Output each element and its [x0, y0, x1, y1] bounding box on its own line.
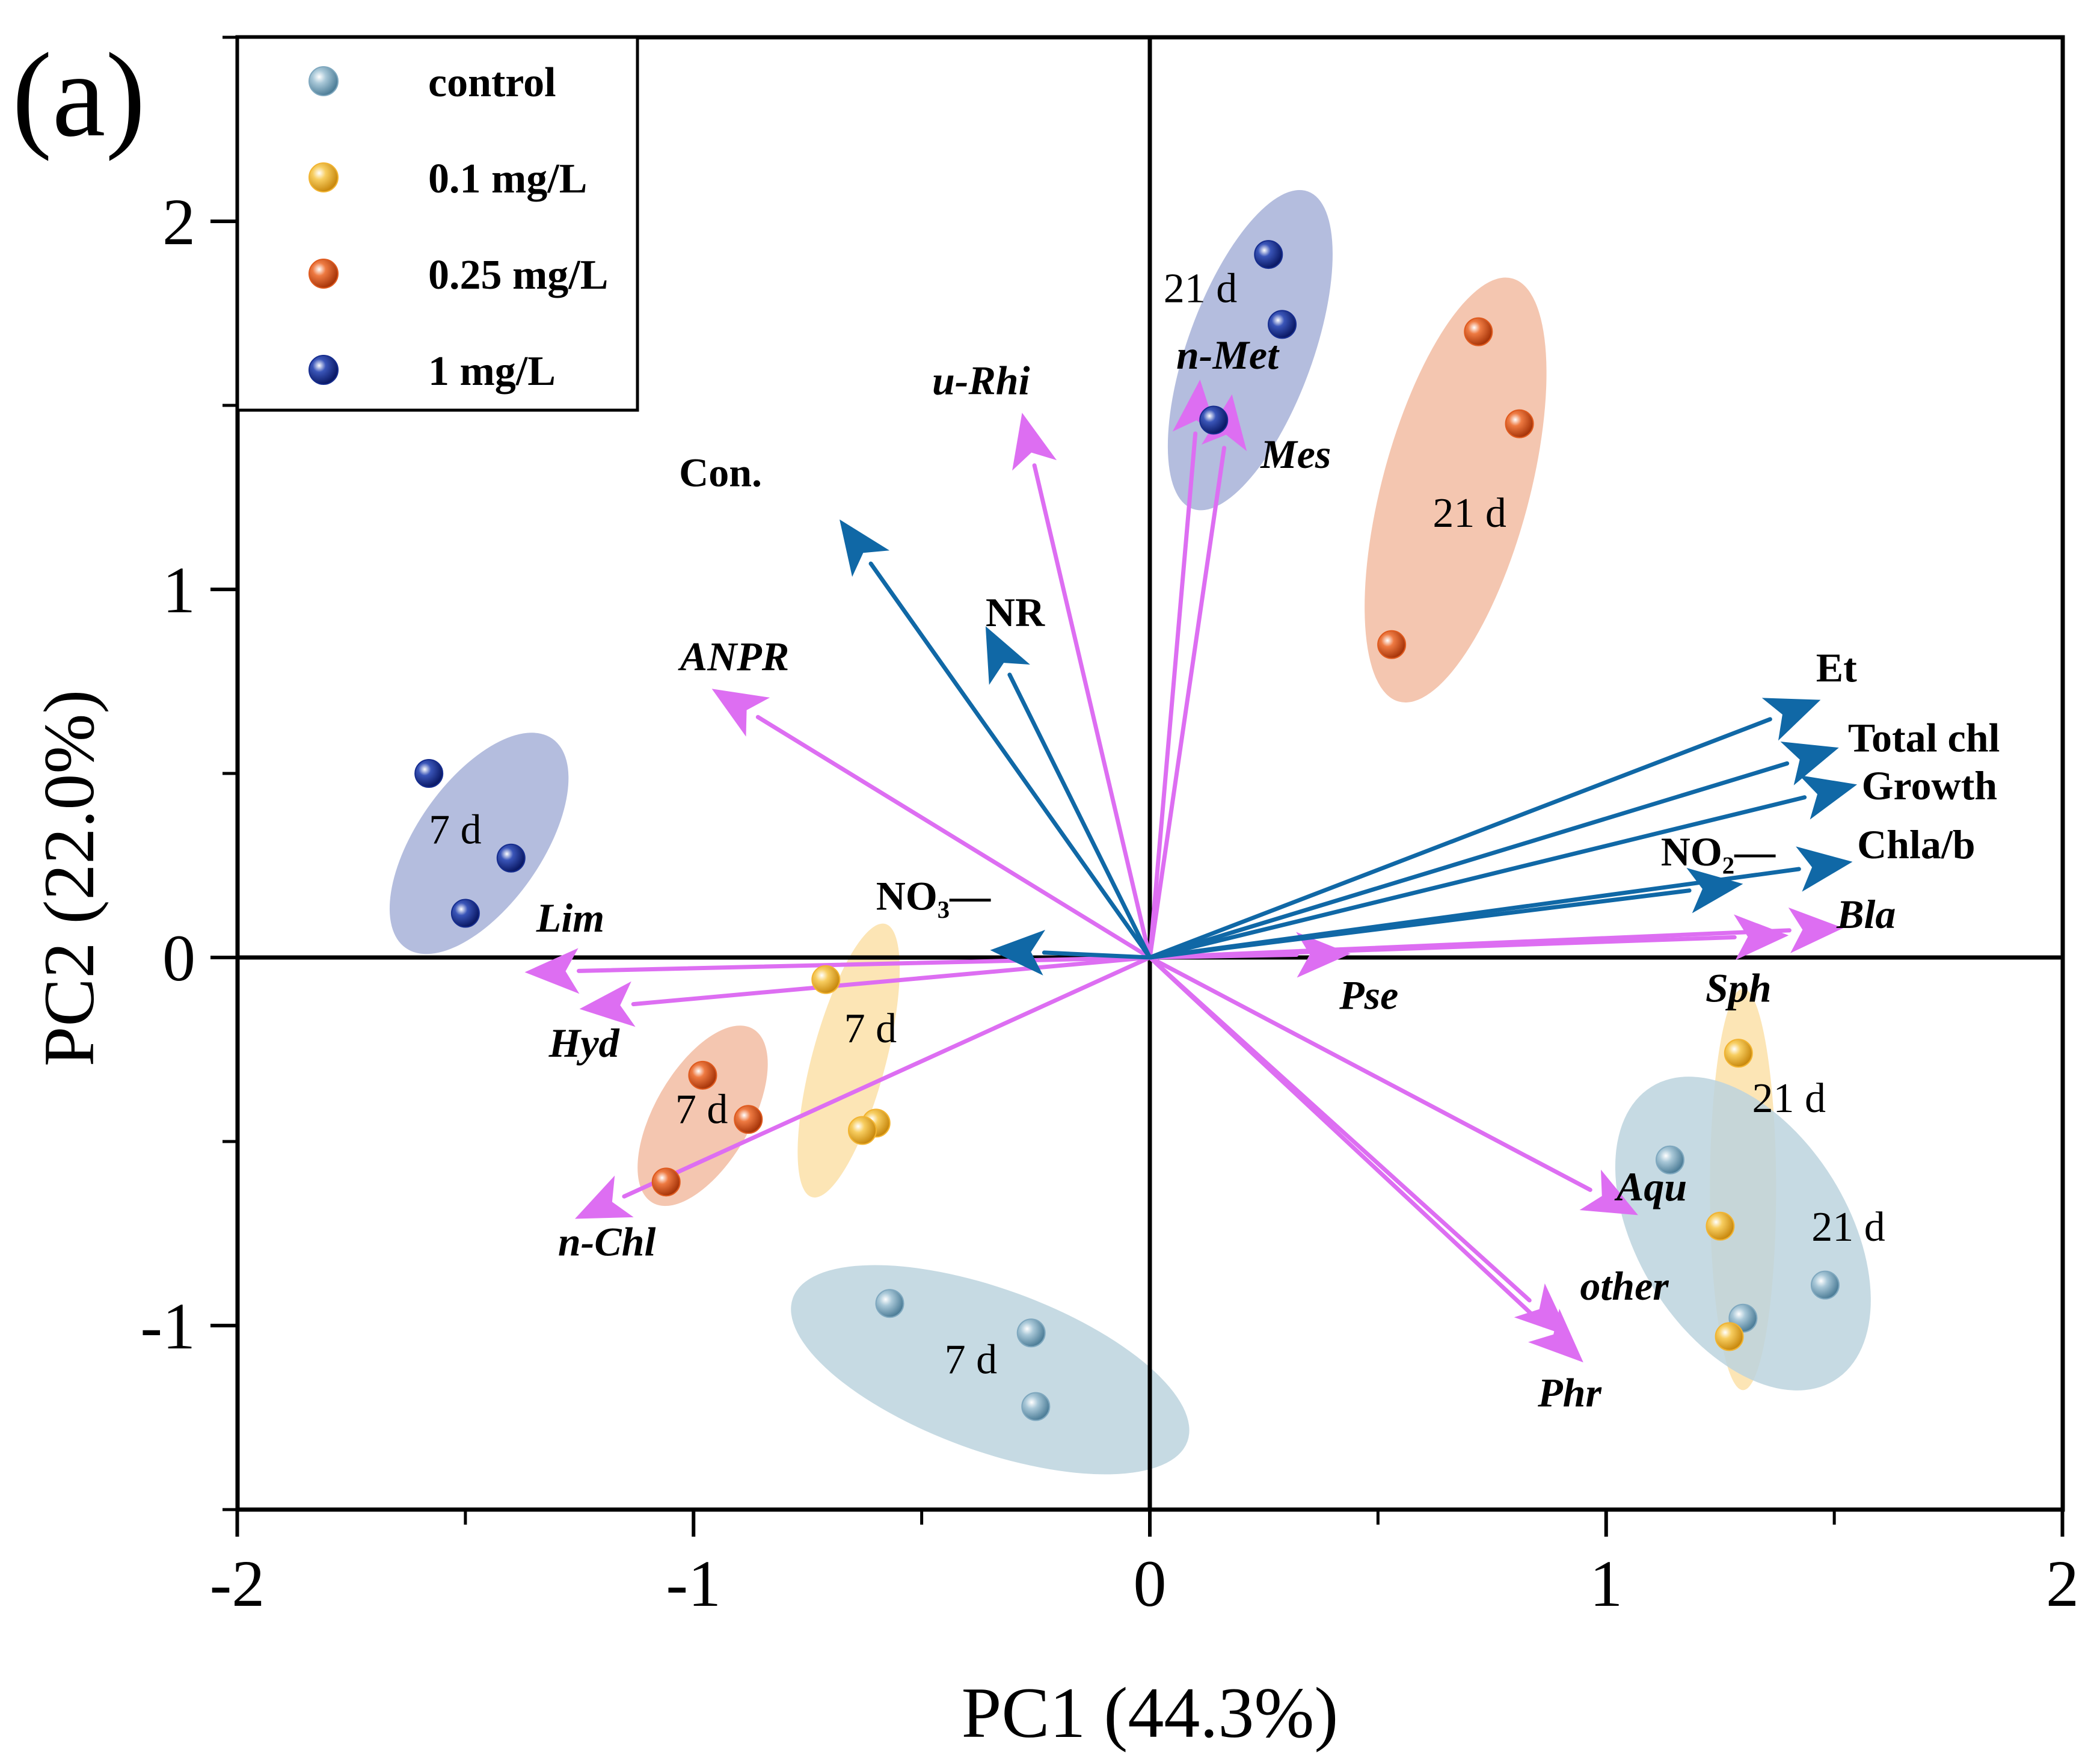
point-0-25-mg-l-6: [1377, 630, 1407, 659]
point-0-1-mg-l-1: [811, 965, 841, 994]
taxa-label-phr: Phr: [1537, 1370, 1601, 1416]
taxa-arrow-anpr: [711, 689, 1152, 960]
point-1-mg-l-6: [1199, 405, 1229, 435]
chart-labels: 7 d 7 d 7 d 7 d 21 d 21 d 21 d 21 d Con. NR Et Tota…: [429, 266, 2000, 1416]
env-label-chla-b: Chla/b: [1857, 822, 1976, 867]
taxa-arrow-u-rhi: [1012, 413, 1152, 960]
taxa-label-anpr: ANPR: [678, 634, 789, 680]
taxa-label-pse: Pse: [1339, 973, 1398, 1018]
y-tick-label-1: -1: [140, 1289, 195, 1363]
env-arrow-no: [990, 929, 1152, 976]
point-1-mg-l-3: [450, 899, 480, 928]
env-arrow-et: [1147, 698, 1821, 960]
legend-label-control: control: [428, 60, 556, 106]
env-arrow-no: [1147, 867, 1743, 960]
taxa-label-u-rhi: u-Rhi: [932, 358, 1030, 404]
legend-marker-control: [309, 66, 339, 96]
group-label-1-mg-l-21-d: 21 d: [1164, 266, 1238, 312]
point-control-1: [875, 1289, 904, 1318]
point-0-25-mg-l-5: [1505, 409, 1534, 438]
taxa-arrow-hyd: [579, 955, 1152, 1027]
taxa-arrow-aqu: [1147, 955, 1638, 1215]
loading-vectors: [524, 380, 1858, 1363]
taxa-arrow-phr: [1147, 955, 1583, 1363]
group-label-control-7-d: 7 d: [945, 1337, 998, 1383]
x-axis-title: PC1 (44.3%): [962, 1673, 1339, 1753]
taxa-label-lim: Lim: [536, 895, 604, 941]
group-label-0-25-mg-l-7-d: 7 d: [675, 1086, 728, 1132]
point-0-1-mg-l-3: [847, 1116, 877, 1145]
point-0-25-mg-l-3: [651, 1167, 681, 1197]
point-1-mg-l-4: [1254, 240, 1283, 269]
x-tick-label-1: -1: [666, 1547, 721, 1620]
legend-box: [236, 35, 639, 412]
x-tick-label-1: 1: [1589, 1547, 1623, 1620]
sample-points: [414, 240, 1840, 1421]
x-tick-label-2: -2: [210, 1547, 265, 1620]
axis-ticks: -2 -1 0 1 2 -1 0 1 2: [140, 35, 2079, 1620]
env-label-con: Con.: [679, 450, 762, 496]
env-arrow-growth: [1147, 775, 1858, 960]
panel-label: (a): [12, 29, 146, 162]
point-0-25-mg-l-4: [1464, 317, 1493, 346]
ellipse-1-mg-l-7-d: [389, 733, 569, 954]
group-label-control-21-d: 21 d: [1811, 1204, 1885, 1250]
taxa-label-aqu: Aqu: [1614, 1164, 1687, 1209]
taxa-arrow-sph: [1147, 914, 1789, 960]
y-tick-label-0: 0: [162, 921, 195, 995]
legend-label-0-1-mg-l: 0.1 mg/L: [428, 156, 587, 202]
env-arrow-con: [840, 519, 1152, 960]
group-label-1-mg-l-7-d: 7 d: [429, 807, 482, 853]
env-label-no: NO₂—: [1661, 829, 1776, 874]
legend: control 0.1 mg/L 0.25 mg/L 1 mg/L: [236, 35, 639, 412]
legend-marker-1-mg-l: [309, 355, 339, 385]
legend-marker-0-1-mg-l: [309, 162, 339, 192]
point-0-1-mg-l-5: [1706, 1211, 1735, 1241]
taxa-label-mes: Mes: [1260, 431, 1331, 477]
legend-label-1-mg-l: 1 mg/L: [428, 348, 556, 395]
point-0-1-mg-l-6: [1715, 1322, 1744, 1351]
ellipse-0-25-mg-l-21-d: [1365, 277, 1547, 702]
x-tick-label-0: 0: [1134, 1547, 1167, 1620]
point-1-mg-l-2: [496, 843, 526, 873]
group-label-0-25-mg-l-21-d: 21 d: [1432, 490, 1506, 536]
taxa-label-hyd: Hyd: [548, 1020, 620, 1066]
taxa-label-other: other: [1580, 1263, 1669, 1309]
env-label-growth: Growth: [1862, 763, 1997, 808]
taxa-label-bla: Bla: [1836, 891, 1896, 937]
y-axis-title: PC2 (22.0%): [29, 690, 109, 1067]
taxa-arrow-n-chl: [574, 955, 1152, 1219]
point-control-2: [1016, 1318, 1046, 1348]
point-control-4: [1655, 1145, 1684, 1175]
x-tick-label-2: 2: [2046, 1547, 2079, 1620]
group-label-0-1-mg-l-21-d: 21 d: [1752, 1075, 1826, 1122]
point-1-mg-l-5: [1268, 310, 1297, 339]
point-control-6: [1810, 1270, 1840, 1300]
point-1-mg-l-1: [414, 759, 444, 788]
legend-label-0-25-mg-l: 0.25 mg/L: [428, 252, 608, 298]
taxa-arrow-lim: [524, 948, 1152, 994]
env-label-no: NO₃—: [876, 873, 991, 918]
group-ellipses: [389, 190, 1871, 1475]
y-tick-label-2: 2: [162, 185, 195, 259]
point-control-3: [1021, 1392, 1051, 1421]
ellipse-0-1-mg-l-7-d: [797, 923, 900, 1198]
y-tick-label-1: 1: [162, 553, 195, 627]
env-label-nr: NR: [986, 589, 1045, 635]
group-label-0-1-mg-l-7-d: 7 d: [844, 1006, 897, 1052]
point-0-25-mg-l-1: [688, 1060, 717, 1090]
env-arrow-nr: [985, 626, 1152, 960]
taxa-label-n-chl: n-Chl: [558, 1219, 656, 1265]
point-0-25-mg-l-2: [734, 1105, 763, 1134]
point-0-1-mg-l-4: [1724, 1039, 1753, 1068]
env-arrow-total-chl: [1147, 742, 1839, 960]
legend-marker-0-25-mg-l: [309, 259, 339, 289]
taxa-label-sph: Sph: [1706, 965, 1772, 1010]
taxa-label-n-met: n-Met: [1176, 332, 1280, 378]
env-label-et: Et: [1816, 645, 1857, 690]
env-label-total-chl: Total chl: [1848, 715, 2000, 760]
ellipse-0-25-mg-l-7-d: [637, 1025, 768, 1206]
